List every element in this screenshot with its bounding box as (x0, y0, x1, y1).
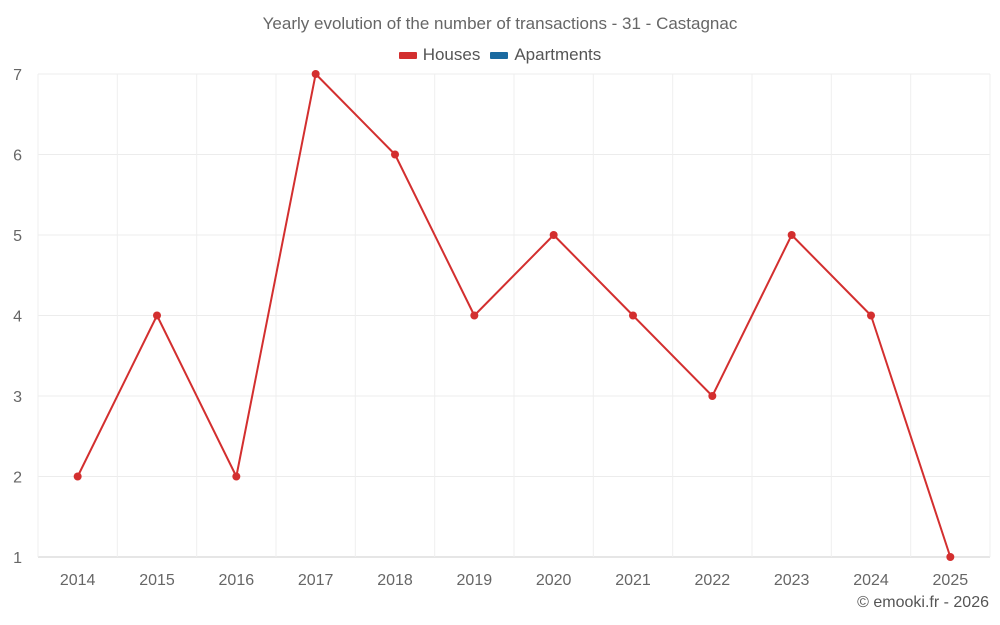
credit-text: © emooki.fr - 2026 (857, 594, 989, 611)
y-tick-label: 2 (13, 470, 22, 487)
legend-swatch-houses (398, 51, 417, 59)
data-point-houses (232, 472, 241, 481)
data-point-houses (311, 70, 320, 78)
data-point-houses (708, 392, 717, 400)
data-point-houses (153, 311, 161, 320)
data-point-houses (629, 311, 637, 320)
data-point-houses (470, 311, 479, 320)
y-tick-label: 6 (13, 148, 22, 165)
legend-label-apartments: Apartments (514, 45, 602, 64)
x-tick-label: 2023 (774, 572, 810, 589)
x-tick-label: 2020 (536, 572, 572, 589)
legend-swatch-apartments (490, 51, 509, 59)
legend: Houses Apartments (0, 45, 1000, 65)
chart-title: Yearly evolution of the number of transa… (262, 14, 738, 33)
data-point-houses (946, 553, 955, 561)
x-tick-label: 2014 (60, 572, 96, 589)
data-point-houses (787, 231, 796, 239)
data-point-houses (391, 150, 399, 159)
series-line-houses (76, 73, 952, 558)
x-tick-label: 2021 (615, 572, 651, 589)
y-tick-label: 7 (13, 67, 22, 84)
y-tick-label: 5 (13, 228, 22, 245)
x-tick-label: 2025 (933, 572, 969, 589)
x-tick-label: 2015 (139, 572, 175, 589)
legend-item-houses[interactable]: Houses (398, 45, 481, 65)
x-tick-label: 2018 (377, 572, 413, 589)
data-point-houses (867, 311, 875, 320)
x-tick-label: 2016 (219, 572, 255, 589)
data-point-houses (549, 231, 558, 239)
y-tick-label: 4 (13, 309, 22, 326)
x-tick-label: 2024 (853, 572, 889, 589)
legend-label-houses: Houses (422, 45, 481, 64)
x-tick-label: 2022 (695, 572, 731, 589)
data-point-houses (73, 472, 82, 481)
x-tick-label: 2019 (457, 572, 493, 589)
legend-item-apartments[interactable]: Apartments (490, 45, 601, 65)
y-tick-label: 3 (13, 389, 22, 406)
y-tick-label: 1 (13, 550, 22, 567)
x-tick-label: 2017 (298, 572, 334, 589)
